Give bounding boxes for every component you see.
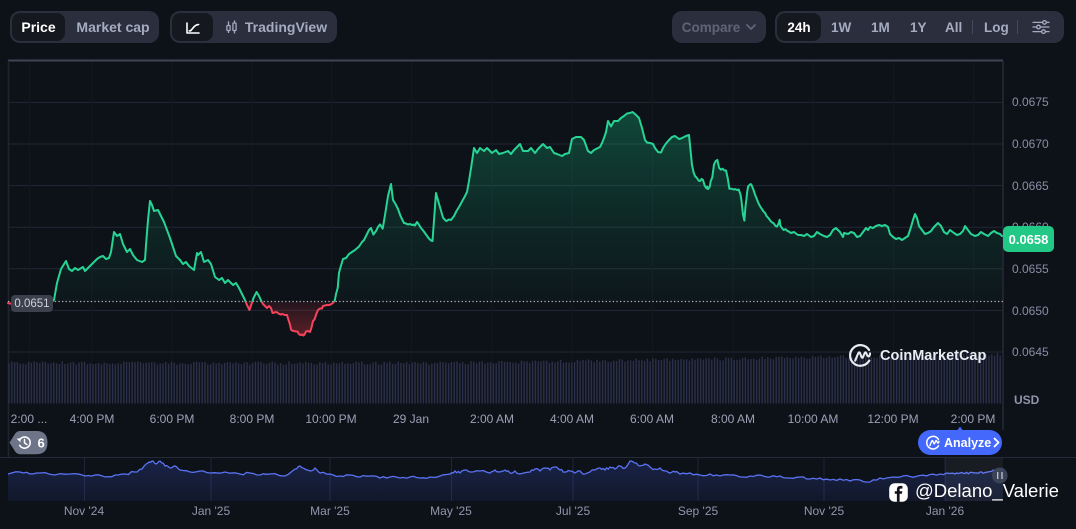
svg-text:Analyze: Analyze xyxy=(944,436,991,450)
svg-text:6: 6 xyxy=(38,435,45,450)
